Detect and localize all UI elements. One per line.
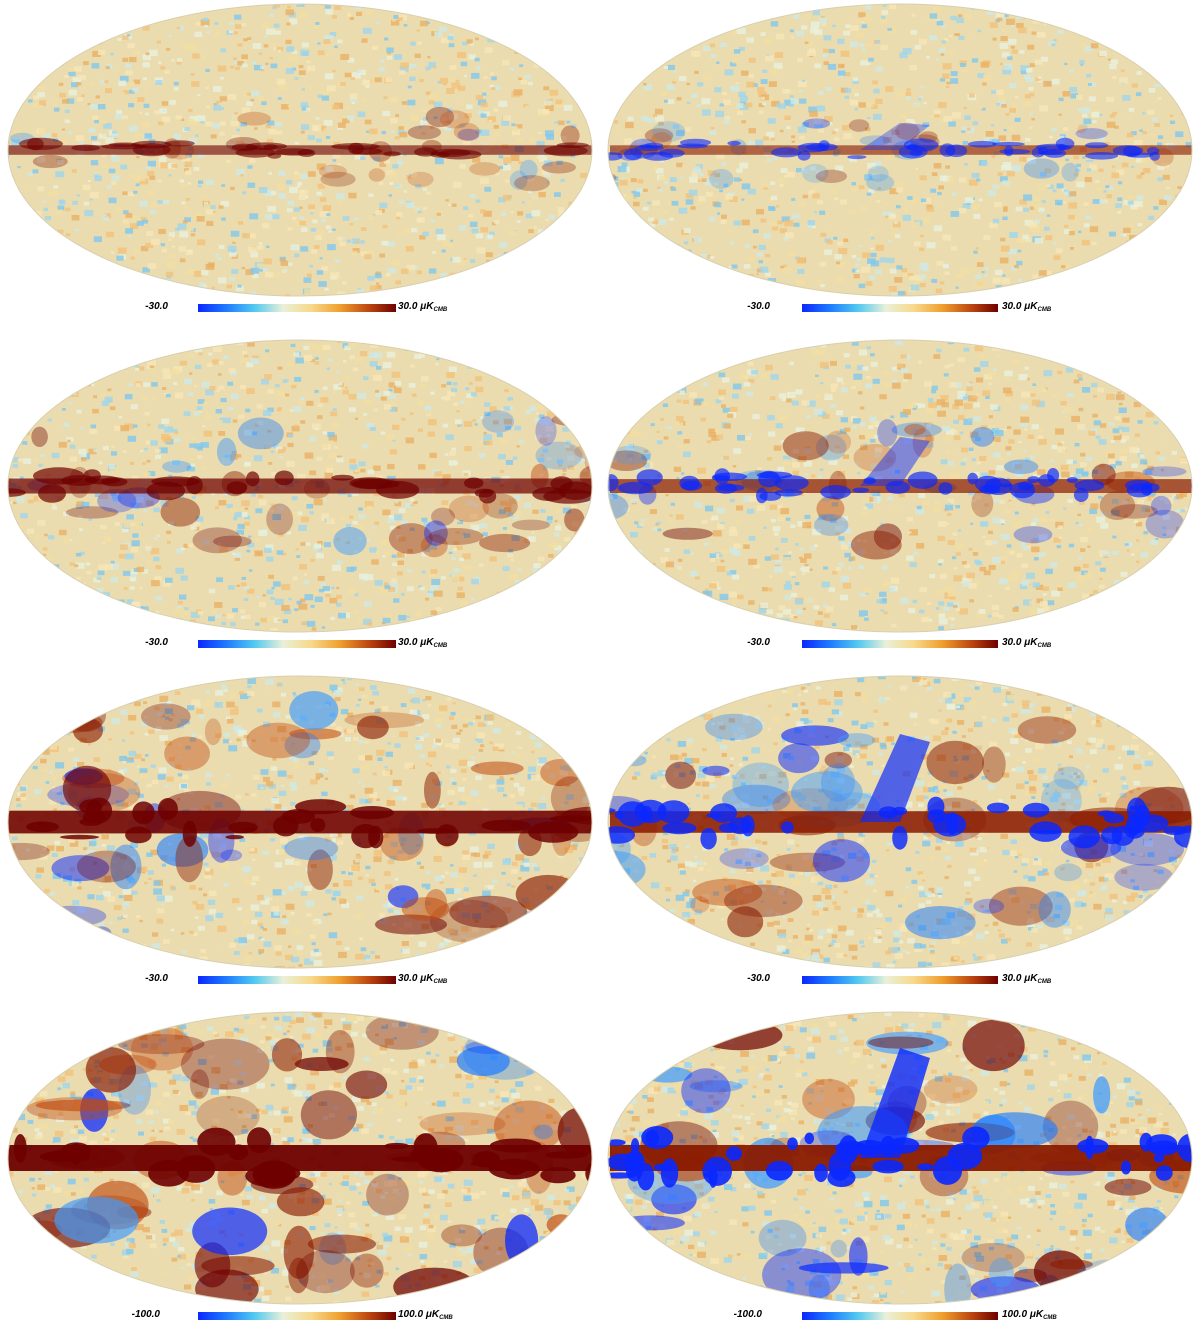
colorbar-gradient [198, 304, 396, 312]
map-panel-r1-left: -30.0 30.0 μKCMB [0, 0, 600, 330]
colorbar: -30.0 30.0 μKCMB [600, 302, 1200, 316]
map-panel-r2-right: -30.0 30.0 μKCMB [600, 336, 1200, 666]
colorbar-min-label: -30.0 [108, 973, 168, 984]
colorbar-min-label: -30.0 [710, 301, 770, 312]
colorbar-gradient [802, 976, 998, 984]
mollweide-map [600, 1008, 1200, 1308]
mollweide-map [0, 1008, 600, 1308]
colorbar-min-label: -100.0 [100, 1309, 160, 1320]
map-panel-r4-left: -100.0 100.0 μKCMB [0, 1008, 600, 1338]
map-panel-r1-right: -30.0 30.0 μKCMB [600, 0, 1200, 330]
colorbar-min-label: -30.0 [710, 637, 770, 648]
colorbar: -30.0 30.0 μKCMB [0, 638, 600, 652]
colorbar-max-label: 30.0 μKCMB [1002, 973, 1051, 985]
colorbar-max-label: 100.0 μKCMB [1002, 1309, 1057, 1321]
colorbar: -30.0 30.0 μKCMB [600, 974, 1200, 988]
colorbar-min-label: -30.0 [108, 301, 168, 312]
mollweide-map [600, 0, 1200, 300]
colorbar-min-label: -100.0 [702, 1309, 762, 1320]
colorbar: -30.0 30.0 μKCMB [600, 638, 1200, 652]
mollweide-map [600, 336, 1200, 636]
colorbar: -30.0 30.0 μKCMB [0, 302, 600, 316]
colorbar-gradient [198, 640, 396, 648]
colorbar-gradient [802, 304, 998, 312]
colorbar-max-label: 30.0 μKCMB [398, 301, 447, 313]
mollweide-map [0, 0, 600, 300]
colorbar-max-label: 30.0 μKCMB [398, 973, 447, 985]
colorbar-max-label: 30.0 μKCMB [1002, 637, 1051, 649]
mollweide-map [0, 336, 600, 636]
colorbar-max-label: 30.0 μKCMB [398, 637, 447, 649]
colorbar: -30.0 30.0 μKCMB [0, 974, 600, 988]
colorbar-gradient [198, 1312, 396, 1320]
colorbar-max-label: 30.0 μKCMB [1002, 301, 1051, 313]
colorbar-gradient [198, 976, 396, 984]
colorbar-gradient [802, 640, 998, 648]
colorbar-gradient [802, 1312, 998, 1320]
mollweide-map [0, 672, 600, 972]
colorbar-min-label: -30.0 [710, 973, 770, 984]
map-panel-r2-left: -30.0 30.0 μKCMB [0, 336, 600, 666]
map-panel-r3-left: -30.0 30.0 μKCMB [0, 672, 600, 1002]
map-panel-r3-right: -30.0 30.0 μKCMB [600, 672, 1200, 1002]
map-panel-r4-right: -100.0 100.0 μKCMB [600, 1008, 1200, 1338]
colorbar-max-label: 100.0 μKCMB [398, 1309, 453, 1321]
colorbar-min-label: -30.0 [108, 637, 168, 648]
mollweide-map [600, 672, 1200, 972]
